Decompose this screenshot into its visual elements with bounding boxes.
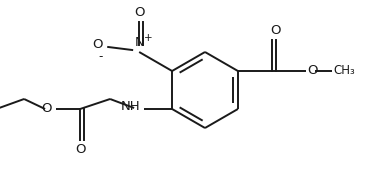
Text: O: O — [271, 24, 281, 37]
Text: O: O — [42, 101, 52, 114]
Text: O: O — [93, 38, 103, 51]
Text: -: - — [99, 51, 103, 64]
Text: O: O — [134, 6, 144, 19]
Text: +: + — [144, 33, 152, 43]
Text: N: N — [134, 36, 144, 49]
Text: O: O — [75, 143, 85, 156]
Text: NH: NH — [120, 101, 140, 114]
Text: O: O — [307, 64, 317, 77]
Text: CH₃: CH₃ — [333, 64, 355, 77]
